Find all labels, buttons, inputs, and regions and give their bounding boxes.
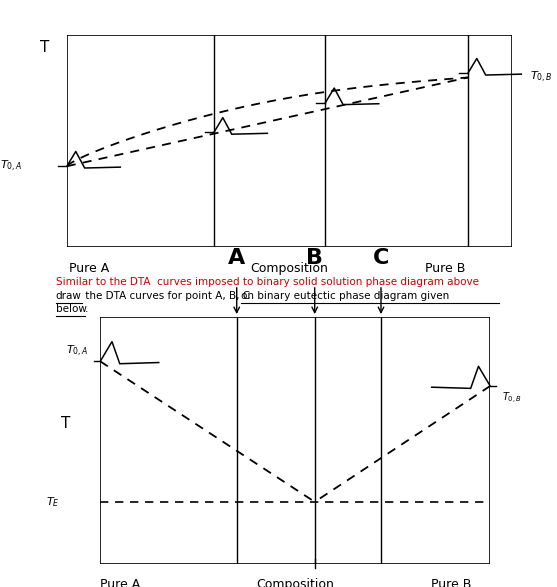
Text: C: C [373, 248, 389, 268]
Text: T: T [61, 416, 71, 431]
Text: Composition: Composition [251, 262, 329, 275]
Text: $T_E$: $T_E$ [46, 495, 60, 509]
Text: below: below [56, 304, 86, 314]
Text: T: T [40, 40, 50, 55]
Text: $T_{0,A}$: $T_{0,A}$ [66, 343, 89, 359]
Text: the DTA curves for point A, B, C: the DTA curves for point A, B, C [82, 291, 257, 301]
Text: A: A [228, 248, 245, 268]
Text: draw: draw [56, 291, 81, 301]
Text: Pure B: Pure B [426, 262, 466, 275]
Text: Pure A: Pure A [69, 262, 109, 275]
Text: B: B [306, 248, 323, 268]
Text: $T_{0,B}$: $T_{0,B}$ [530, 70, 553, 85]
Text: .: . [85, 304, 89, 314]
Text: $T_{0,A}$: $T_{0,A}$ [0, 158, 22, 174]
Text: $T_{0,B}$: $T_{0,B}$ [502, 390, 522, 406]
Text: Pure B: Pure B [431, 578, 471, 587]
Text: Composition: Composition [256, 578, 334, 587]
Text: Similar to the DTA  curves imposed to binary solid solution phase diagram above: Similar to the DTA curves imposed to bin… [56, 276, 478, 286]
Text: on binary eutectic phase diagram given: on binary eutectic phase diagram given [241, 291, 449, 301]
Text: Pure A: Pure A [100, 578, 140, 587]
